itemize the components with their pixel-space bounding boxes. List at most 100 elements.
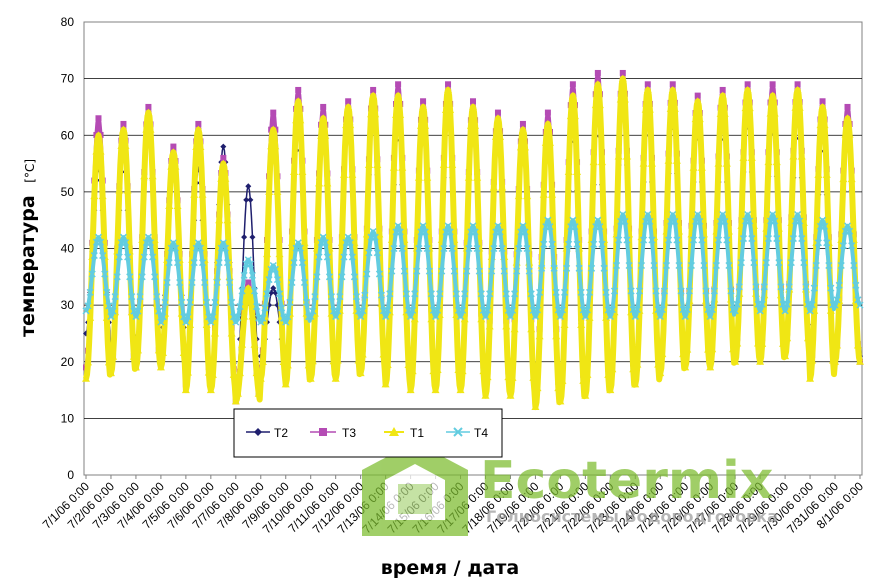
data-point xyxy=(270,109,277,116)
data-point xyxy=(493,114,502,122)
data-point xyxy=(115,253,123,261)
data-point xyxy=(396,110,405,118)
data-point xyxy=(294,239,302,247)
data-point xyxy=(843,222,852,230)
data-point xyxy=(719,86,726,93)
data-point xyxy=(560,320,569,328)
data-point xyxy=(231,397,240,405)
data-point xyxy=(739,235,748,243)
data-point xyxy=(448,160,457,168)
data-point xyxy=(853,341,862,349)
data-point xyxy=(544,109,551,116)
data-point xyxy=(511,290,519,298)
data-point xyxy=(506,391,515,399)
data-point xyxy=(444,222,452,230)
data-point xyxy=(521,143,530,151)
data-point xyxy=(518,125,527,133)
data-point xyxy=(389,163,398,171)
data-point xyxy=(388,267,396,275)
data-point xyxy=(773,235,781,243)
data-point xyxy=(509,306,517,314)
data-point xyxy=(808,301,816,309)
data-point xyxy=(585,288,594,296)
data-point xyxy=(340,253,348,261)
data-point xyxy=(419,222,427,230)
legend-item-t1: T1 xyxy=(384,426,424,440)
data-point xyxy=(844,103,851,110)
data-point xyxy=(814,170,823,178)
data-point xyxy=(215,216,224,224)
y-tick-label: 60 xyxy=(61,128,75,142)
data-point xyxy=(644,210,652,219)
data-point xyxy=(169,148,178,156)
data-point xyxy=(543,119,552,127)
legend-label-t2: T2 xyxy=(274,426,288,440)
data-point xyxy=(502,290,510,298)
data-point xyxy=(206,386,215,394)
data-point xyxy=(300,238,309,246)
data-point xyxy=(700,261,708,270)
data-point xyxy=(223,259,232,267)
data-point xyxy=(515,244,523,253)
data-point xyxy=(295,86,302,93)
data-point xyxy=(558,306,566,314)
data-point xyxy=(498,183,507,191)
data-point xyxy=(846,227,854,235)
data-point xyxy=(796,217,804,225)
data-point xyxy=(654,360,663,368)
data-point xyxy=(577,288,585,296)
data-point xyxy=(489,183,498,191)
data-point xyxy=(500,267,508,275)
data-point xyxy=(608,306,616,314)
data-point xyxy=(563,264,571,272)
data-point xyxy=(770,109,779,117)
legend-label-t4: T4 xyxy=(474,426,488,440)
data-point xyxy=(186,320,195,328)
data-point xyxy=(639,159,648,167)
data-point xyxy=(204,368,213,376)
data-point xyxy=(173,202,182,210)
data-point xyxy=(423,244,431,253)
data-point xyxy=(640,236,648,244)
data-point xyxy=(814,239,822,247)
data-point xyxy=(789,235,797,243)
data-point xyxy=(158,348,167,356)
data-point xyxy=(145,103,152,110)
data-point xyxy=(319,114,328,122)
data-point xyxy=(438,267,446,275)
data-point xyxy=(589,158,598,166)
data-point xyxy=(148,172,157,180)
data-point xyxy=(265,276,273,284)
y-tick-label: 70 xyxy=(61,72,75,86)
data-point xyxy=(395,81,402,88)
data-point xyxy=(259,314,267,322)
data-point xyxy=(220,143,227,150)
data-point xyxy=(460,315,469,323)
data-point xyxy=(529,373,538,381)
data-point xyxy=(706,312,714,320)
data-point xyxy=(629,365,638,373)
data-point xyxy=(818,102,827,110)
data-point xyxy=(446,228,454,236)
data-point xyxy=(256,374,265,382)
data-point xyxy=(618,74,627,82)
data-point xyxy=(294,97,303,105)
data-point xyxy=(459,306,467,314)
data-point xyxy=(420,98,427,105)
data-point xyxy=(656,369,665,377)
data-point xyxy=(334,307,342,315)
x-marker-icon xyxy=(453,427,463,437)
data-point xyxy=(548,240,556,248)
data-point xyxy=(625,261,633,270)
data-point xyxy=(104,358,113,366)
data-point xyxy=(720,109,729,117)
data-point xyxy=(163,278,171,287)
data-point xyxy=(461,290,469,298)
data-point xyxy=(286,298,294,306)
data-point xyxy=(718,91,727,99)
data-point xyxy=(581,391,590,399)
data-point xyxy=(521,228,529,236)
data-point xyxy=(825,261,833,270)
data-point xyxy=(327,293,336,301)
data-point xyxy=(136,293,144,301)
